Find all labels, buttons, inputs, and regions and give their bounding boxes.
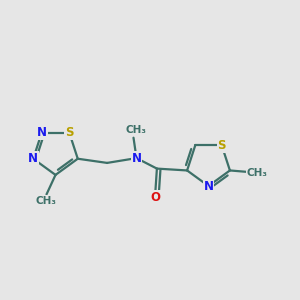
Text: CH₃: CH₃ (36, 196, 57, 206)
Text: O: O (150, 190, 161, 204)
Text: CH₃: CH₃ (125, 125, 146, 135)
Text: N: N (28, 152, 38, 165)
Text: N: N (37, 126, 47, 139)
Text: N: N (131, 152, 142, 165)
Text: S: S (218, 139, 226, 152)
Text: S: S (65, 126, 74, 139)
Text: N: N (203, 179, 214, 193)
Text: CH₃: CH₃ (246, 168, 267, 178)
